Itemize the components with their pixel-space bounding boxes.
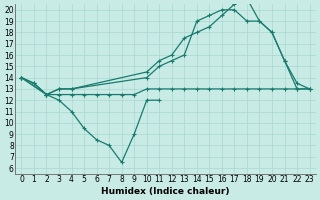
X-axis label: Humidex (Indice chaleur): Humidex (Indice chaleur) (101, 187, 230, 196)
